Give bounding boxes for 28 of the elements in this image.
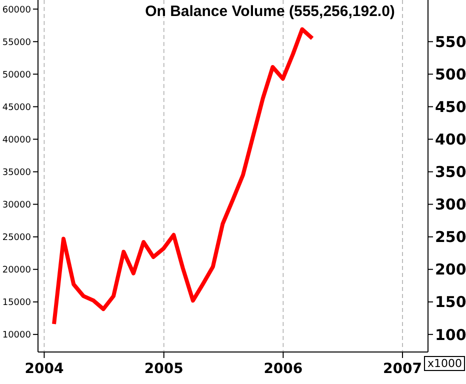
y-tick-label: 30000: [2, 200, 32, 210]
y2-tick-label: 250: [435, 228, 466, 246]
y2-tick-label: 100: [435, 326, 466, 344]
x-tick-label: 2005: [144, 361, 184, 377]
y-tick-label: 50000: [2, 70, 32, 80]
text: x1000: [424, 356, 465, 371]
y2-tick-label: 350: [435, 163, 466, 182]
x-tick-label: 2004: [24, 361, 64, 377]
y2-tick-label: 300: [435, 196, 466, 214]
y2-tick-label: 450: [435, 98, 466, 116]
y-tick-label: 60000: [2, 5, 32, 16]
y2-tick-label: 400: [435, 130, 466, 149]
y2-tick-label: 150: [435, 293, 466, 312]
y-tick-label: 10000: [2, 330, 32, 341]
chart-title: On Balance Volume (555,256,192.0): [144, 3, 396, 20]
y-tick-label: 20000: [2, 266, 32, 276]
line-series: [52, 27, 314, 326]
y2-tick-label: 200: [435, 260, 466, 279]
x-tick-label: 2006: [264, 361, 303, 377]
x-tick-label: 2007: [383, 361, 422, 377]
y-tick-label: 35000: [2, 168, 32, 178]
y2-tick-label: 550: [435, 32, 466, 51]
y2-tick-label: 500: [435, 66, 466, 84]
y-tick-label: 40000: [2, 135, 32, 146]
y-tick-label: 55000: [2, 38, 32, 48]
y-tick-label: 25000: [2, 233, 32, 244]
y-tick-label: 15000: [2, 298, 32, 308]
y-tick-label: 45000: [2, 102, 32, 113]
